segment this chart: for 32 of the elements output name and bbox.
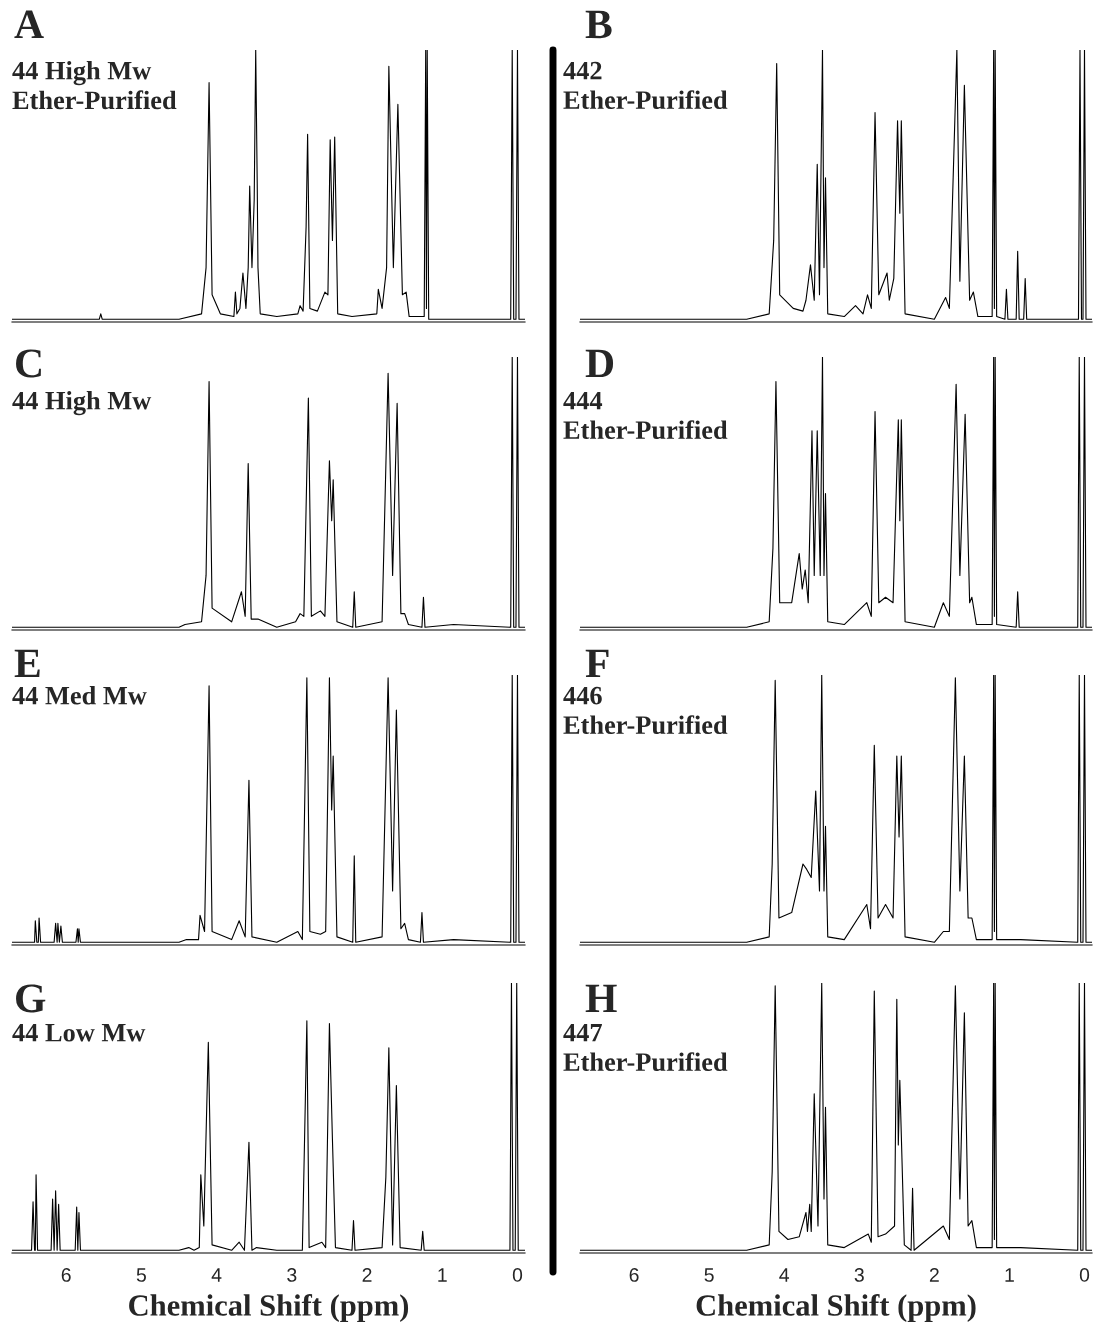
x-tick-label: 3: [854, 1268, 864, 1282]
x-tick-label: 6: [629, 1268, 639, 1282]
x-tick-label: 3: [287, 1268, 297, 1282]
text: 44 High Mw: [12, 391, 152, 416]
text: 442 Ether-Purified: [563, 61, 728, 110]
text: 44 High Mw Ether-Purified: [12, 61, 177, 110]
x-tick-label: 0: [1079, 1268, 1090, 1282]
x-tick-label: 0: [512, 1268, 523, 1282]
text: 447 Ether-Purified: [563, 1023, 728, 1072]
x-tick-label: 1: [438, 1268, 447, 1282]
x-tick-label: 6: [61, 1268, 71, 1282]
x-tick-label: 4: [211, 1268, 222, 1282]
text: 44 Low Mw: [12, 1023, 146, 1042]
x-tick-label: 4: [779, 1268, 790, 1282]
x-axis-title: Chemical Shift (ppm): [129, 1294, 409, 1323]
chart-title: E: [14, 649, 40, 678]
x-tick-label: 2: [362, 1268, 372, 1282]
x-tick-label: 5: [136, 1268, 146, 1282]
x-tick-label: 5: [704, 1268, 714, 1282]
x-tick-label: 2: [929, 1268, 939, 1282]
chart-subtitle: 44 Med Mw: [12, 686, 147, 705]
chart-title: A: [14, 10, 44, 39]
chart-title: C: [16, 349, 41, 378]
chart-title: B: [585, 10, 612, 39]
x-tick-label: 1: [1005, 1268, 1014, 1282]
chart-title: D: [585, 349, 614, 378]
text: 444 Ether-Purified: [563, 391, 728, 440]
chart-title: H: [585, 984, 617, 1013]
chart-title: G: [16, 984, 46, 1013]
x-axis-title: Chemical Shift (ppm): [696, 1294, 976, 1323]
chart-title: F: [585, 649, 609, 678]
text: 446 Ether-Purified: [563, 686, 728, 735]
